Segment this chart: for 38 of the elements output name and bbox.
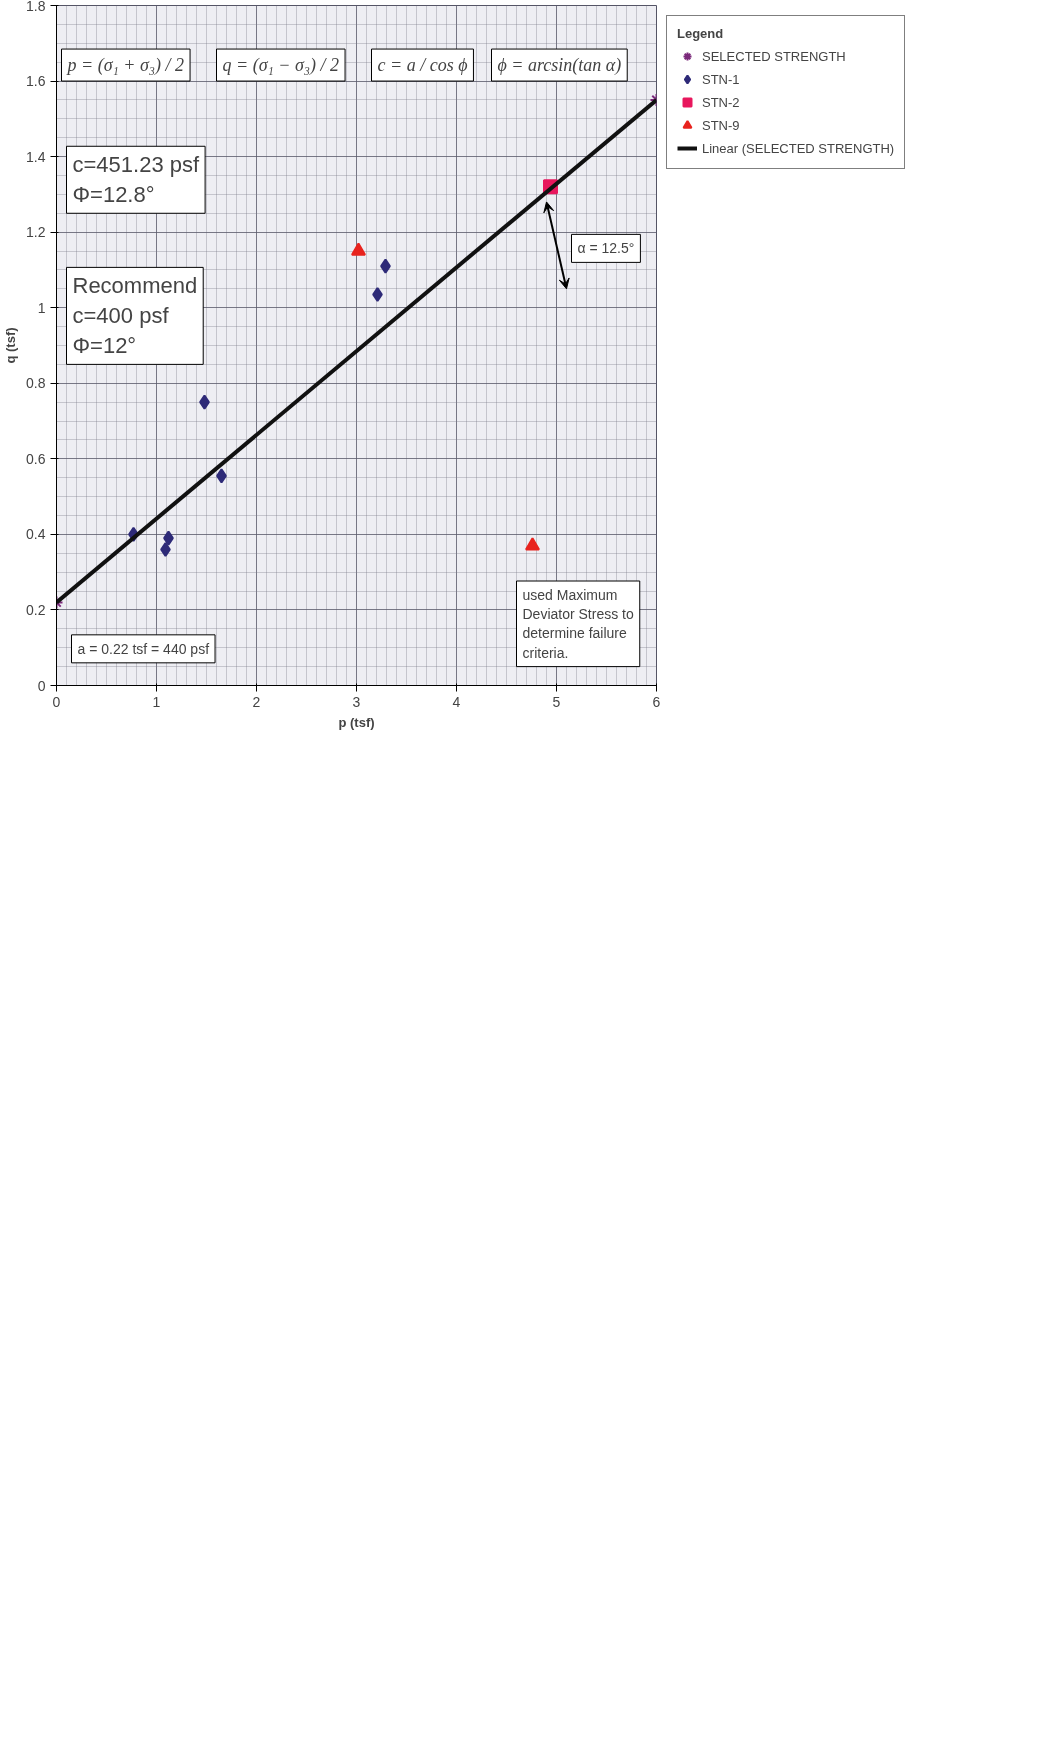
- legend-label: STN-9: [702, 117, 740, 133]
- y-tick-label: 0: [37, 677, 46, 694]
- annotation: c=451.23 psf Φ=12.8°: [72, 152, 200, 208]
- annotation: used Maximum Deviator Stress to determine failure criteria.: [522, 587, 634, 661]
- y-tick-label: 1.4: [26, 148, 46, 165]
- legend-label: STN-1: [702, 71, 740, 87]
- x-tick-label: 0: [52, 693, 61, 710]
- x-tick-label: 2: [252, 693, 261, 710]
- annotation: a = 0.22 tsf = 440 psf: [77, 640, 210, 657]
- y-tick-label: 0.4: [26, 526, 46, 543]
- legend-label: SELECTED STRENGTH: [702, 48, 846, 64]
- y-tick-label: 0.6: [26, 450, 46, 467]
- x-tick-label: 1: [152, 693, 161, 710]
- annotation: Recommend c=400 psf Φ=12°: [72, 273, 198, 359]
- x-tick-label: 6: [652, 693, 661, 710]
- annotation: p = (σ₁ + σ₃) / 2: [65, 55, 185, 77]
- annotation: q = (σ₁ − σ₃) / 2: [222, 55, 340, 77]
- point: [372, 287, 383, 302]
- legend-label: STN-2: [702, 94, 740, 110]
- y-tick-label: 0.8: [26, 375, 46, 392]
- y-tick-label: 0.2: [26, 601, 46, 618]
- x-tick-label: 5: [552, 693, 561, 710]
- annotation: ϕ = arcsin(tan α): [497, 55, 622, 77]
- legend-label: Linear (SELECTED STRENGTH): [702, 140, 895, 156]
- point: [160, 542, 171, 557]
- annotation: c = a / cos ϕ: [377, 55, 468, 76]
- point: [351, 242, 366, 256]
- legend-title: Legend: [677, 26, 725, 41]
- point: [525, 537, 540, 551]
- y-tick-label: 1.8: [26, 0, 46, 14]
- x-tick-label: 4: [452, 693, 461, 710]
- y-tick-label: 1.6: [26, 73, 46, 90]
- y-tick-label: 1: [37, 299, 46, 316]
- x-tick-label: 3: [352, 693, 361, 710]
- x-axis-title: p (tsf): [338, 714, 375, 730]
- annotation: α = 12.5°: [577, 240, 635, 257]
- y-tick-label: 1.2: [26, 224, 46, 241]
- y-axis-title: q (tsf): [3, 327, 19, 364]
